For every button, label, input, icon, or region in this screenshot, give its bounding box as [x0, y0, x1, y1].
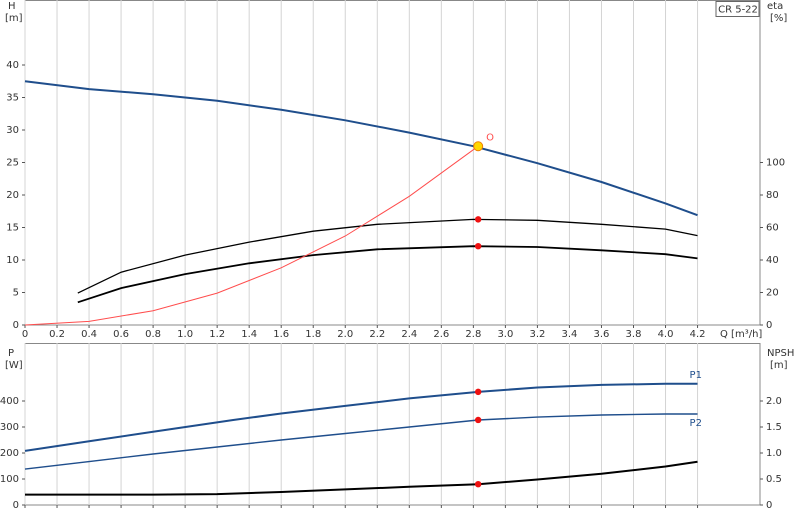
- x-axis-label: Q [m³/h]: [720, 329, 762, 340]
- y-tick-label: 30: [6, 125, 19, 136]
- y2-tick-label: 20: [766, 288, 779, 299]
- x-tick-label: 3.2: [529, 329, 545, 340]
- x-tick-label: 1.6: [273, 329, 289, 340]
- y2-tick-label: 1.5: [766, 422, 782, 433]
- series-label: P1: [690, 370, 702, 381]
- x-tick-label: 2.6: [433, 329, 449, 340]
- series-label: P2: [690, 418, 702, 429]
- y2-tick-label: 40: [766, 255, 779, 266]
- x-tick-label: 2.4: [401, 329, 417, 340]
- x-tick-label: 0.2: [49, 329, 65, 340]
- series-line: [77, 245, 698, 304]
- y-tick-label: 5: [13, 288, 19, 299]
- x-tick-label: 0.6: [113, 329, 129, 340]
- operating-point: [474, 216, 482, 223]
- y-tick-label: 15: [6, 223, 19, 234]
- y2-tick-label: 1.0: [766, 448, 782, 459]
- y2-tick-label: 0: [766, 500, 772, 511]
- plot-frame: [24, 343, 761, 506]
- y2-axis-unit: [m]: [770, 360, 788, 371]
- y-tick-label: 20: [6, 190, 19, 201]
- y-tick-label: 0: [13, 320, 19, 331]
- x-tick-label: 3.0: [497, 329, 513, 340]
- y2-axis-label: eta: [767, 1, 783, 12]
- y2-tick-label: 2.0: [766, 396, 782, 407]
- y-tick-label: 100: [0, 474, 19, 485]
- series-line: [24, 382, 698, 452]
- y-tick-label: 300: [0, 422, 19, 433]
- series-line: [24, 145, 479, 326]
- y-axis-label: H: [8, 1, 16, 12]
- x-tick-label: 2.8: [465, 329, 481, 340]
- y-tick-label: 35: [6, 93, 19, 104]
- y-tick-label: 400: [0, 396, 19, 407]
- y2-tick-label: 60: [766, 223, 779, 234]
- x-tick-label: 3.8: [626, 329, 642, 340]
- x-tick-label: 1.2: [209, 329, 225, 340]
- series-line: [77, 218, 698, 294]
- y-axis-label: P: [8, 348, 14, 359]
- plot-frame: [24, 0, 761, 326]
- series-line: [25, 460, 698, 496]
- x-tick-label: 0.4: [81, 329, 97, 340]
- y-tick-label: 40: [6, 60, 19, 71]
- y-tick-label: 0: [13, 500, 19, 511]
- y2-tick-label: 0.5: [766, 474, 782, 485]
- x-tick-label: 4.0: [658, 329, 674, 340]
- x-tick-label: 3.4: [561, 329, 577, 340]
- x-tick-label: 0: [22, 329, 28, 340]
- title-box: [715, 1, 760, 17]
- y-tick-label: 200: [0, 448, 19, 459]
- x-tick-label: 1.4: [241, 329, 257, 340]
- x-tick-label: 2.0: [337, 329, 353, 340]
- operating-point: [474, 388, 482, 396]
- x-tick-label: 3.6: [594, 329, 610, 340]
- y2-tick-label: 0: [766, 320, 772, 331]
- y-axis-unit: [W]: [5, 360, 23, 371]
- operating-point: [474, 480, 482, 488]
- series-line: [24, 80, 698, 217]
- operating-point: [473, 141, 484, 152]
- x-tick-label: 2.2: [369, 329, 385, 340]
- y2-axis-unit: [%]: [770, 13, 787, 24]
- x-tick-label: 1.0: [177, 329, 193, 340]
- y-tick-label: 10: [6, 255, 19, 266]
- y2-tick-label: 100: [766, 158, 785, 169]
- operating-point: [474, 416, 482, 424]
- y-axis-unit: [m]: [5, 13, 23, 24]
- x-tick-label: 1.8: [305, 329, 321, 340]
- x-tick-label: 4.2: [690, 329, 706, 340]
- chart-title: CR 5-22: [718, 5, 758, 16]
- y2-axis-label: NPSH: [767, 348, 794, 359]
- y-tick-label: 25: [6, 158, 19, 169]
- y2-tick-label: 80: [766, 190, 779, 201]
- annotation: O: [486, 132, 494, 143]
- x-tick-label: 0.8: [145, 329, 161, 340]
- operating-point: [474, 242, 482, 250]
- series-line: [24, 413, 698, 470]
